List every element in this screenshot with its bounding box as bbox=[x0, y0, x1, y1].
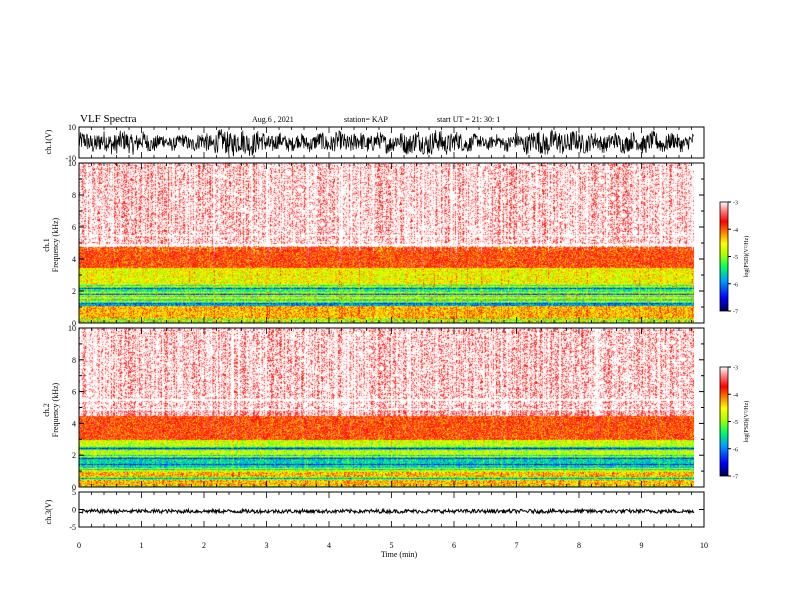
colorbar-tick-label: -6 bbox=[733, 447, 738, 453]
x-tick-label: 6 bbox=[452, 541, 456, 550]
ch1-ylabel: ch.1(V) bbox=[44, 129, 53, 154]
y-tick-label: 4 bbox=[72, 255, 76, 264]
colorbar-label: log(PSD)(V²/Hz) bbox=[743, 401, 750, 442]
x-tick-label: 5 bbox=[390, 541, 394, 550]
y-tick-label: 10 bbox=[68, 159, 76, 168]
ch1-spectrogram-image bbox=[79, 163, 694, 323]
x-axis-label: Time (min) bbox=[381, 550, 418, 559]
ch2-spectrogram-image bbox=[79, 328, 694, 487]
x-tick-label: 2 bbox=[202, 541, 206, 550]
x-tick-label: 1 bbox=[140, 541, 144, 550]
colorbar-tick-label: -6 bbox=[733, 282, 738, 288]
colorbar-tick-label: -3 bbox=[733, 366, 738, 372]
y-tick-label: 8 bbox=[72, 356, 76, 365]
x-tick-label: 10 bbox=[700, 541, 708, 550]
colorbar-tick-label: -5 bbox=[733, 420, 738, 426]
ch3-waveform-panel: 50-50 1 2 3 4 5 6 7 8 9 10 bbox=[69, 488, 708, 550]
x-tick-label: 8 bbox=[577, 541, 581, 550]
figure-title: VLF Spectra bbox=[80, 113, 137, 125]
y-tick-label: 6 bbox=[72, 223, 76, 232]
x-tick-label: 0 bbox=[77, 541, 81, 550]
ch2-freq-ylabel-line2: Frequency (kHz) bbox=[51, 382, 60, 437]
colorbar-label: log(PSD)(V²/Hz) bbox=[743, 236, 750, 277]
y-tick-label: -10 bbox=[65, 154, 76, 163]
x-tick-label: 3 bbox=[265, 541, 269, 550]
colorbar-gradient bbox=[719, 366, 729, 477]
x-tick-label: 4 bbox=[327, 541, 331, 550]
colorbar-tick-label: -4 bbox=[733, 393, 738, 399]
ch1-colorbar: -3 -4 -5 -6 -7 log(PSD)(V²/Hz) bbox=[719, 201, 750, 316]
ch1-waveform-panel: 10 -10 bbox=[65, 123, 705, 163]
date-label: Aug.6 , 2021 bbox=[252, 115, 294, 124]
ch1-spectrogram-panel: 0 2 4 6 8 10 bbox=[68, 159, 705, 328]
colorbar-tick-label: -4 bbox=[733, 228, 738, 234]
x-tick-label: 9 bbox=[640, 541, 644, 550]
ch3-trace bbox=[78, 507, 695, 516]
colorbar-tick-label: -7 bbox=[733, 475, 738, 481]
ch1-freq-ylabel-line2: Frequency (kHz) bbox=[51, 217, 60, 272]
colorbar-tick-label: -3 bbox=[733, 201, 738, 207]
colorbar-tick-label: -5 bbox=[733, 255, 738, 261]
ch2-spectrogram-panel: 0 2 4 6 8 10 bbox=[68, 324, 705, 492]
y-tick-label: 5 bbox=[72, 488, 76, 497]
y-tick-label: 2 bbox=[72, 287, 76, 296]
station-label: station= KAP bbox=[344, 115, 388, 124]
ch2-colorbar: -3 -4 -5 -6 -7 log(PSD)(V²/Hz) bbox=[719, 366, 750, 481]
ch1-freq-ylabel-line1: ch.1 bbox=[42, 238, 51, 252]
ch3-ylabel: ch.3(V) bbox=[44, 499, 53, 524]
ch1-trace bbox=[78, 129, 695, 157]
y-tick-label: 4 bbox=[72, 419, 76, 428]
y-tick-label: 10 bbox=[68, 324, 76, 333]
y-tick-label: 0 bbox=[72, 506, 76, 515]
x-tick-label: 7 bbox=[515, 541, 519, 550]
ch2-freq-ylabel-line1: ch.2 bbox=[42, 403, 51, 417]
y-tick-label: -5 bbox=[69, 523, 76, 532]
y-tick-label: 6 bbox=[72, 388, 76, 397]
y-tick-label: 10 bbox=[68, 123, 76, 132]
colorbar-gradient bbox=[719, 201, 729, 312]
colorbar-tick-label: -7 bbox=[733, 310, 738, 316]
y-tick-label: 0 bbox=[72, 483, 76, 492]
y-tick-label: 8 bbox=[72, 191, 76, 200]
start-time-label: start UT = 21: 30: 1 bbox=[437, 115, 500, 124]
y-tick-label: 2 bbox=[72, 451, 76, 460]
y-tick-label: 0 bbox=[72, 319, 76, 328]
